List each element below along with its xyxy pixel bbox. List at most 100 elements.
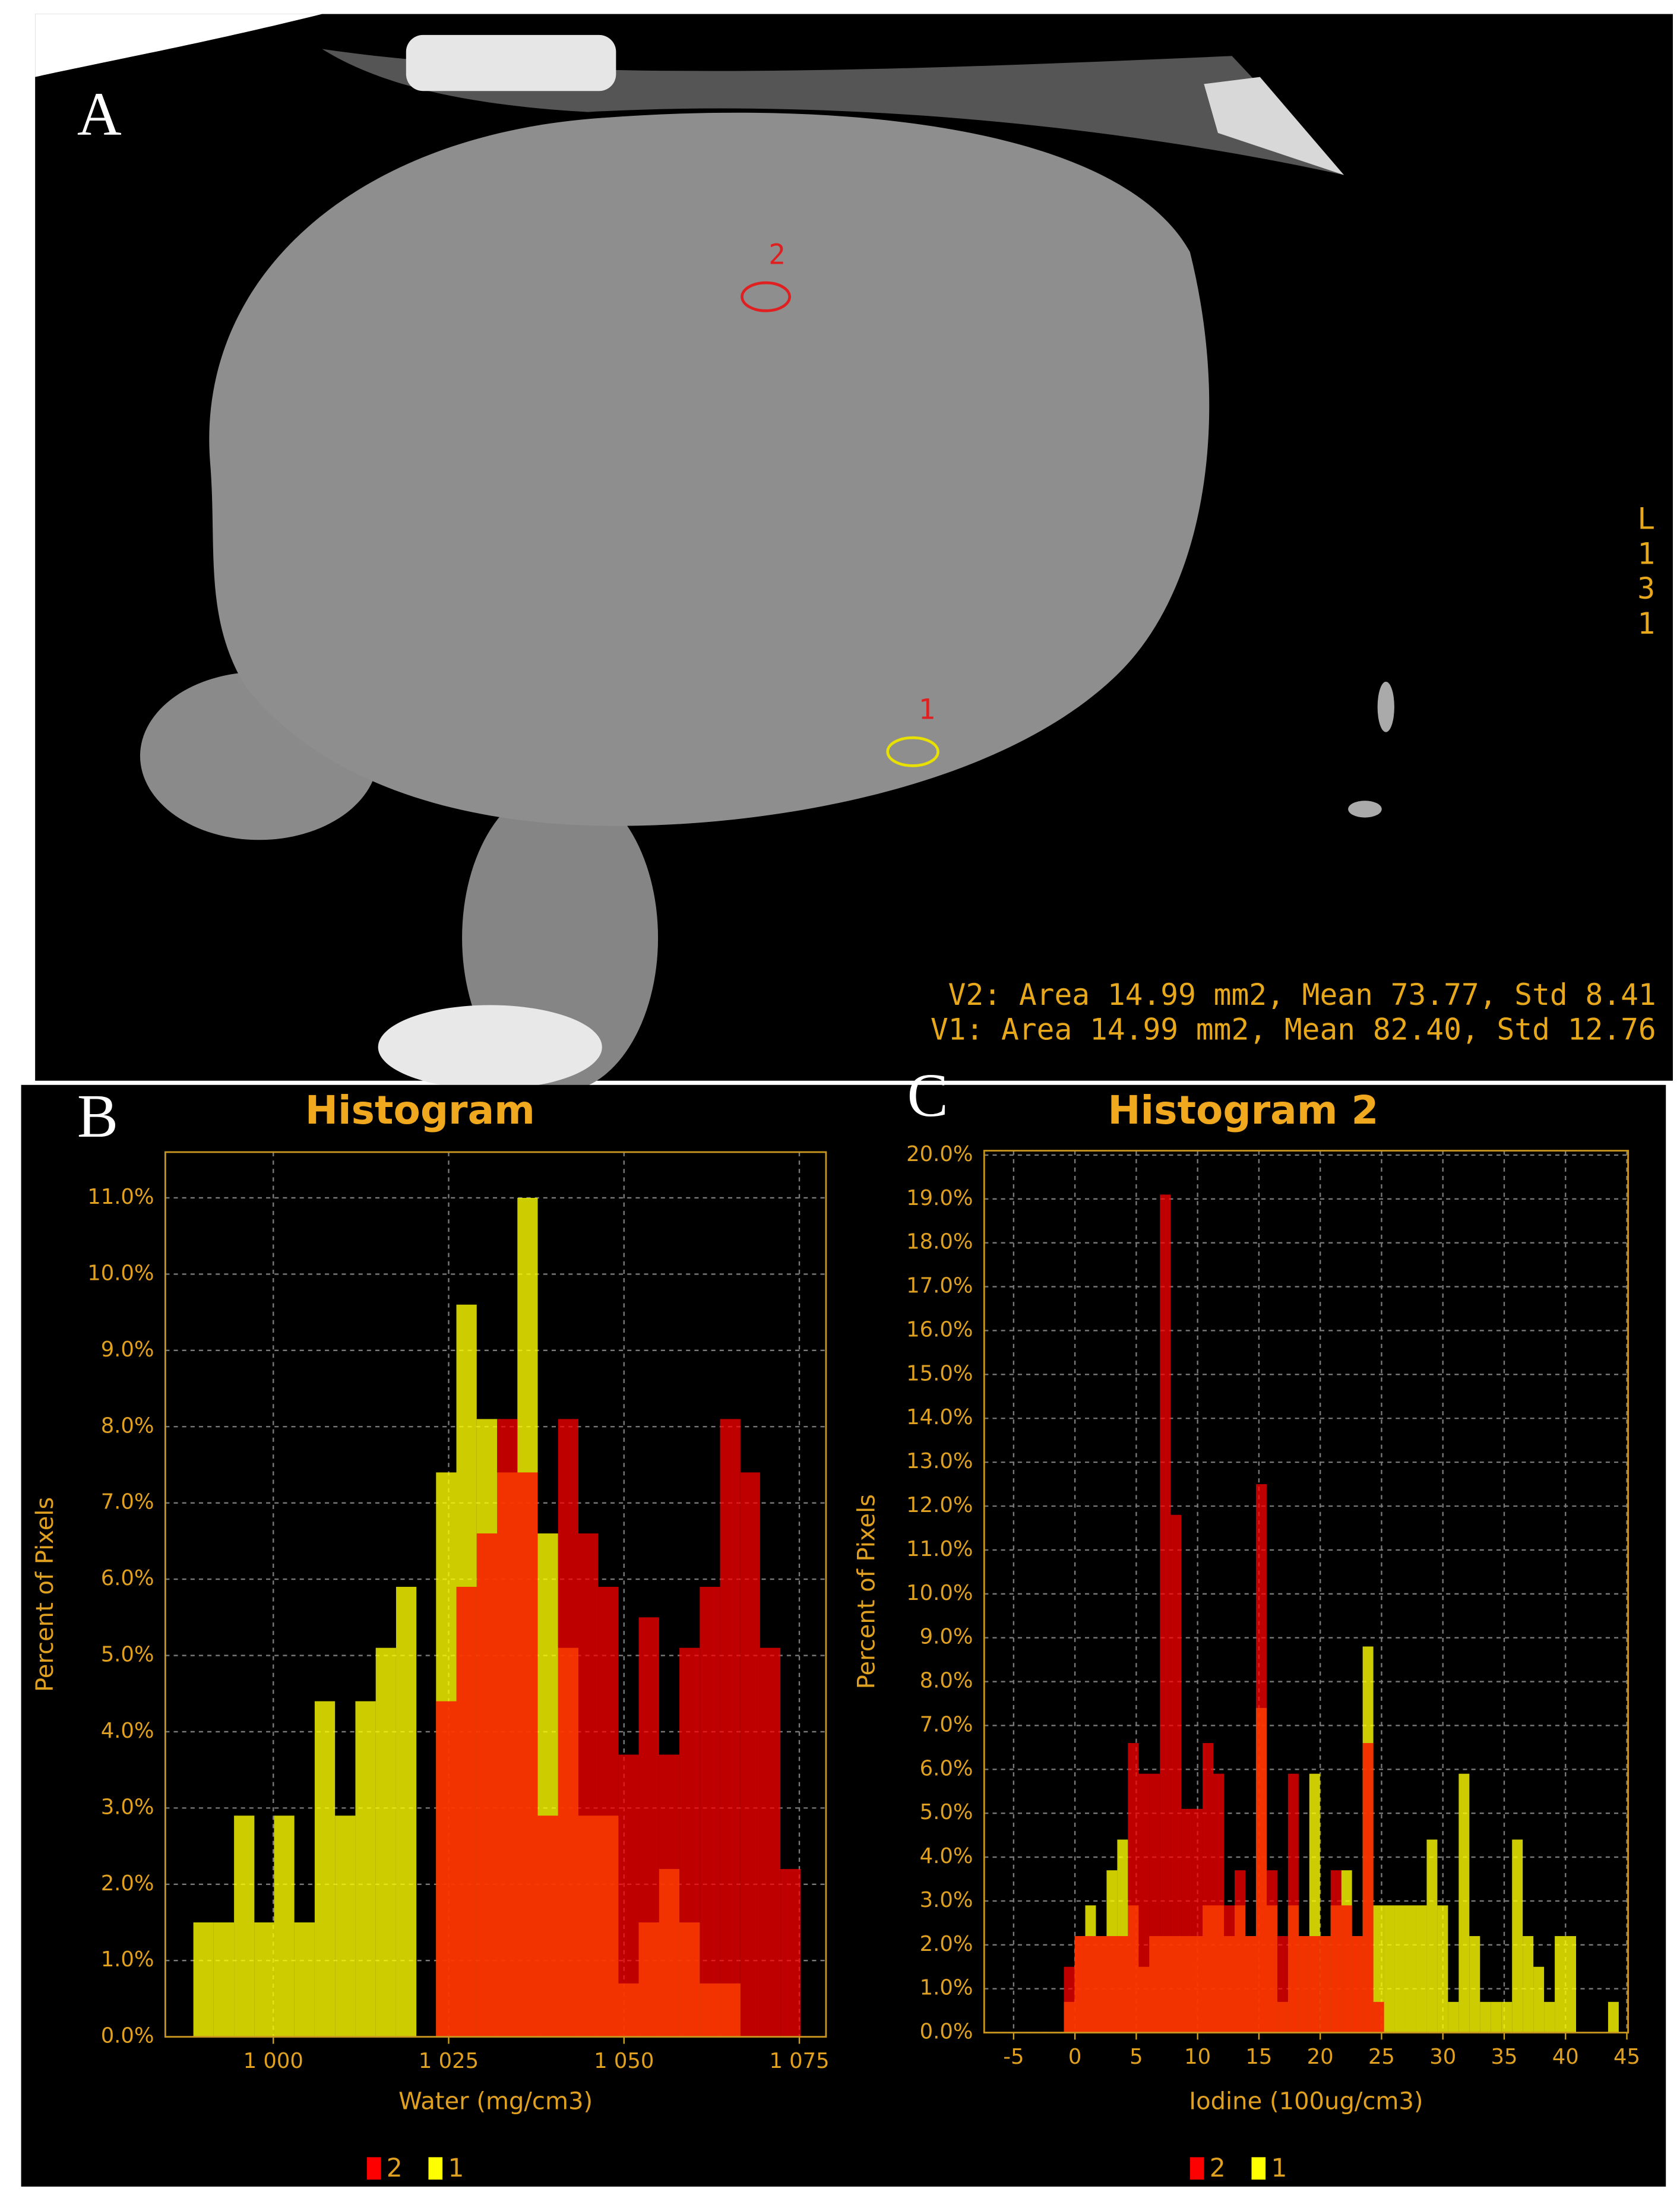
roi-2 [741,281,791,312]
histogram-bar [1138,1773,1150,2033]
x-tick-label: -5 [1003,2045,1024,2069]
histogram-bar [1064,1966,1075,2033]
histogram-bar [234,1816,255,2037]
y-tick-label: 14.0% [906,1405,973,1429]
histogram-bar [517,1472,538,2037]
y-tick-label: 18.0% [906,1230,973,1254]
x-tick-label: 40 [1552,2045,1579,2069]
histogram-bar [740,1472,760,2037]
histogram-bar [638,1617,659,2037]
y-tick-label: 2.0% [101,1871,154,1896]
ct-corner [35,14,322,77]
y-tick-label: 6.0% [920,1756,973,1780]
chart-title: Histogram 2 [1108,1087,1378,1133]
y-tick-label: 4.0% [920,1844,973,1868]
rib [1204,77,1344,175]
histogram-bar [1565,1936,1577,2033]
legend-label: 2 [387,2154,403,2183]
histogram-bar [254,1922,274,2037]
y-tick-label: 3.0% [101,1795,154,1819]
histogram-bar [1192,1808,1203,2033]
side-label: L [1637,501,1655,536]
lung-vessel [1377,681,1394,732]
y-tick-label: 6.0% [101,1566,154,1590]
legend-swatch [1251,2157,1266,2180]
legend-swatch [366,2157,381,2180]
y-tick-label: 15.0% [906,1361,973,1386]
legend-swatch [1189,2157,1204,2180]
histogram-bar [355,1701,376,2037]
histogram-bar [1491,2001,1502,2033]
plot-frame [983,1150,1629,2033]
x-tick-label: 5 [1130,2045,1143,2069]
y-tick-label: 4.0% [101,1719,154,1743]
x-tick-label: 0 [1068,2045,1082,2069]
legend-label: 2 [1210,2154,1226,2183]
y-tick-label: 16.0% [906,1317,973,1342]
heart [209,112,1210,826]
spine [378,1005,602,1089]
histogram-bar [375,1647,396,2037]
histogram-bar [1608,2001,1619,2033]
y-axis-label: Percent of Pixels [31,1497,59,1692]
x-tick-label: 15 [1245,2045,1272,2069]
histogram-bar [1469,1936,1480,2033]
y-tick-label: 3.0% [920,1888,973,1912]
side-label: 1 [1637,606,1655,641]
sternum [406,34,616,91]
histogram-bar [1235,1870,1245,2033]
panel-letter: B [77,1083,118,1150]
lung-vessel [1348,801,1382,818]
y-tick-label: 5.0% [101,1643,154,1667]
x-tick-label: 1 025 [419,2049,479,2073]
y-tick-label: 10.0% [906,1581,973,1605]
histogram-bar [1266,1870,1277,2033]
histogram-bar [497,1419,518,2037]
x-axis-label: Iodine (100ug/cm3) [1189,2088,1423,2115]
y-tick-label: 12.0% [906,1493,973,1517]
histogram-bar [537,1816,558,2037]
y-tick-label: 17.0% [906,1274,973,1298]
histogram-bar [1448,2001,1459,2033]
histogram-bar [193,1922,214,2037]
histogram-bar [1224,1905,1235,2033]
y-tick-label: 13.0% [906,1449,973,1473]
y-tick-label: 2.0% [920,1932,973,1956]
histogram-bar [1160,1194,1171,2033]
histogram-bar [1352,1936,1363,2033]
x-tick-label: 10 [1184,2045,1211,2069]
histogram-bar [294,1922,315,2037]
histogram-bar [274,1816,295,2037]
x-tick-label: 20 [1307,2045,1334,2069]
histogram-bar [436,1701,457,2037]
histogram-bar [1458,1773,1470,2033]
y-tick-label: 8.0% [920,1669,973,1693]
legend-label: 1 [1271,2154,1287,2183]
histogram-chart: Histogram Water (mg/cm3) Percent of Pixels… [31,1087,830,2183]
ct-image: 2 1 L 1 3 1 V2: Area 14.99 mm2, Mean 73.… [35,14,1673,1092]
measurement: V2: Area 14.99 mm2, Mean 73.77, Std 8.41 [948,978,1656,1012]
histogram-bar [700,1586,720,2037]
histogram-bar [1373,1905,1384,2033]
histogram-bar [335,1816,356,2037]
histogram-bar [456,1586,477,2037]
histogram-bar [1555,1936,1566,2033]
histogram-bar [1203,1742,1214,2033]
y-axis-label: Percent of Pixels [853,1494,881,1689]
x-tick-label: 30 [1429,2045,1456,2069]
y-tick-label: 19.0% [906,1186,973,1210]
histogram-bar [1117,1936,1128,2033]
histogram-bar [760,1647,781,2037]
y-tick-label: 20.0% [906,1142,973,1166]
plot-frame [164,1151,827,2038]
histogram-bar [1362,1742,1374,2033]
y-tick-label: 0.0% [920,2020,973,2044]
histogram-bar [598,1586,619,2037]
measurement: V1: Area 14.99 mm2, Mean 82.40, Std 12.7… [931,1013,1656,1047]
side-label: 3 [1637,571,1655,606]
x-axis-label: Water (mg/cm3) [398,2088,593,2115]
histogram-bar [213,1922,235,2037]
histogram-bar [1341,1905,1352,2033]
histogram-bar [1128,1742,1139,2033]
